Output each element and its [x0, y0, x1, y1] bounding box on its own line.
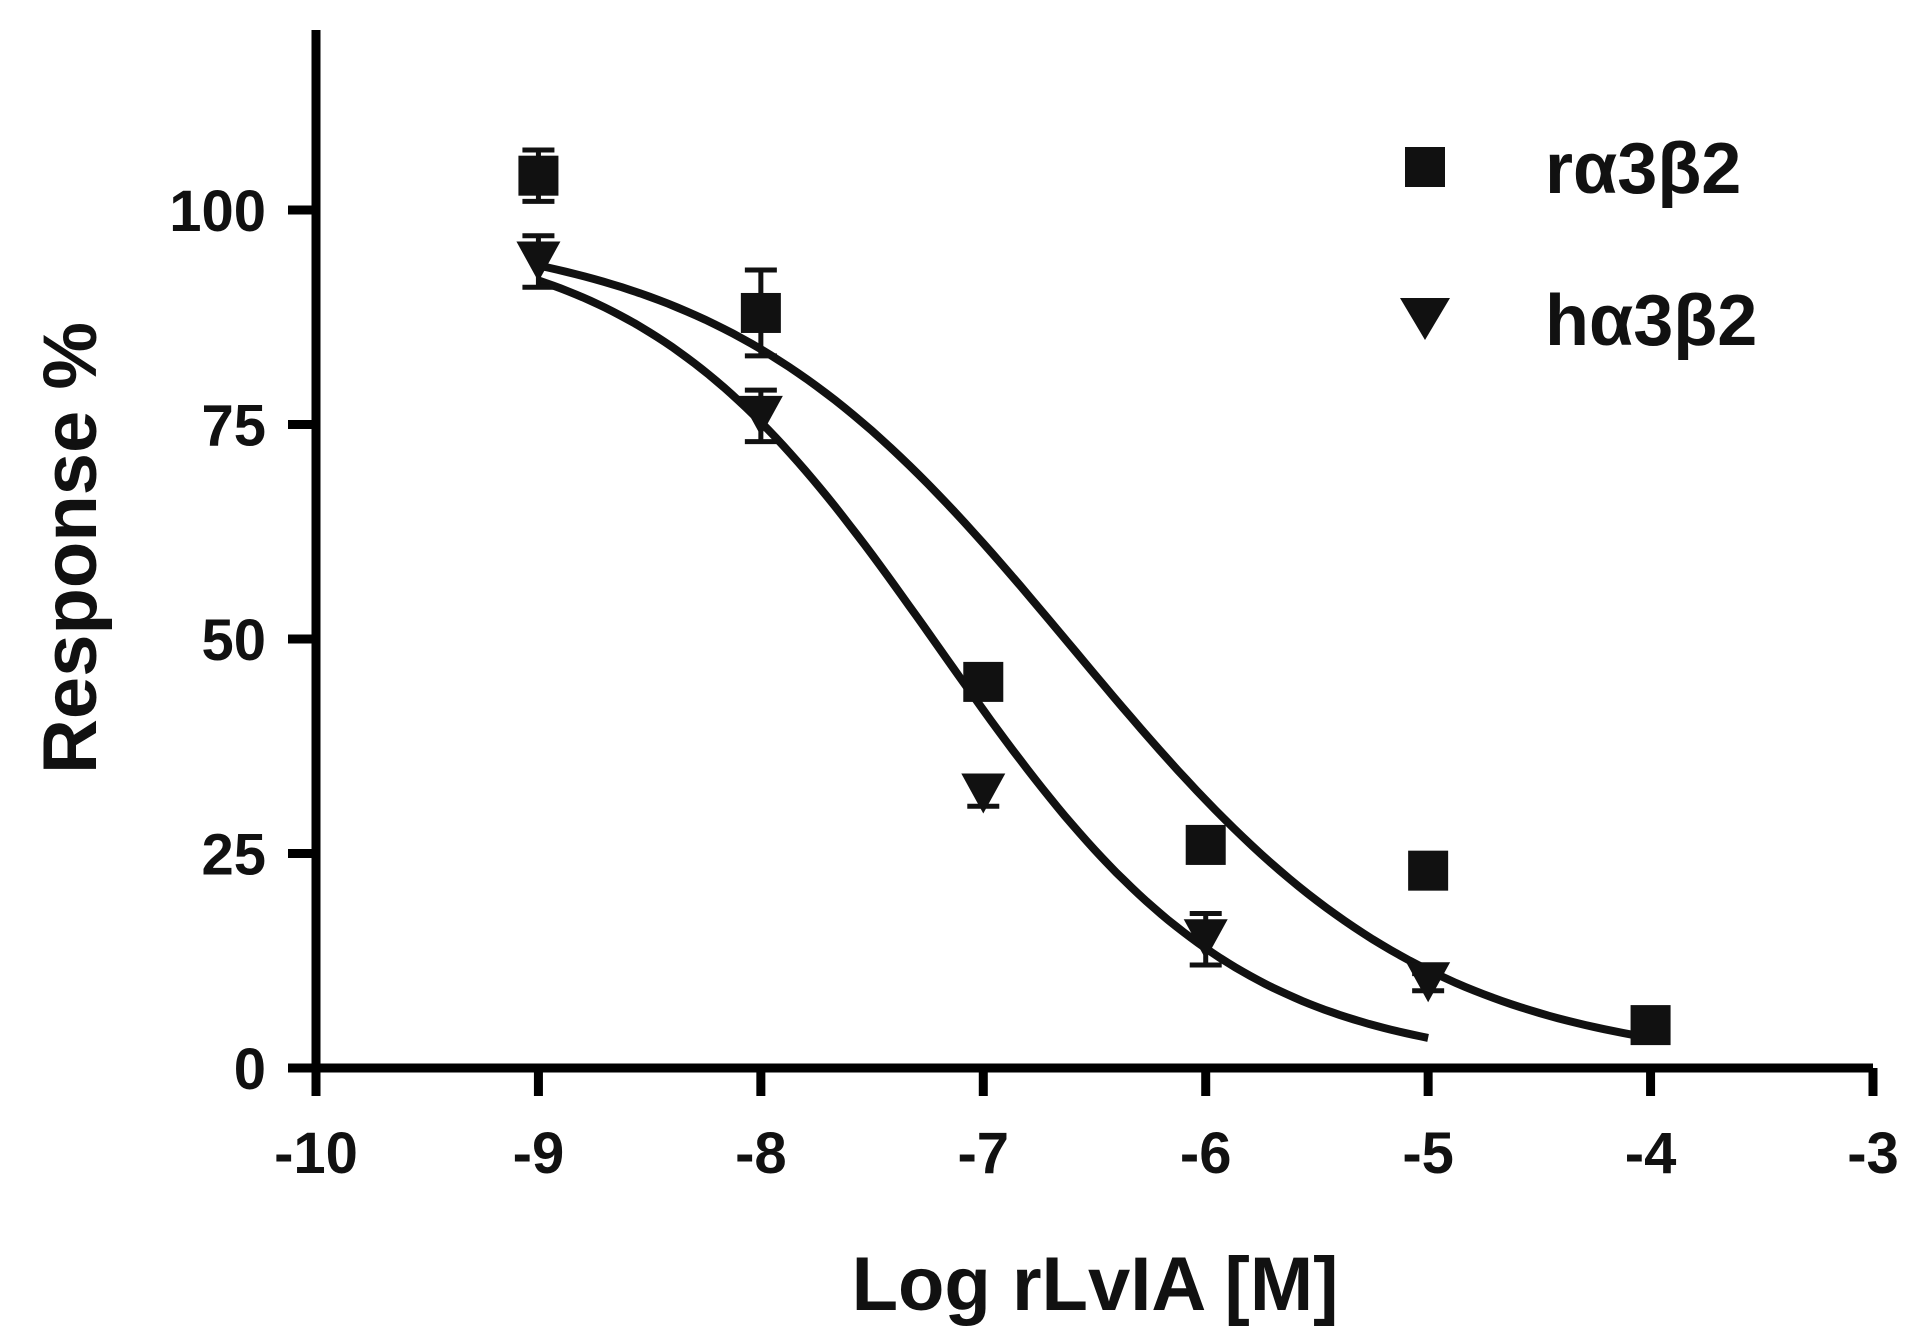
- y-tick-label: 75: [201, 394, 266, 459]
- legend-label-ha3b2: hα3β2: [1545, 281, 1757, 361]
- point-square: [740, 292, 781, 333]
- x-ticks: -10 -9 -8 -7 -6 -5 -4 -3: [274, 1068, 1899, 1186]
- x-axis-title: Log rLvIA [M]: [852, 1242, 1339, 1327]
- x-tick-label: -3: [1847, 1121, 1899, 1186]
- point-square: [1408, 850, 1449, 891]
- y-tick-label: 0: [234, 1037, 266, 1102]
- fit-curves: [537, 261, 1652, 1042]
- data-points: [516, 155, 1671, 1046]
- point-triangle: [1183, 919, 1228, 960]
- point-square: [518, 155, 559, 196]
- point-square: [1185, 824, 1226, 865]
- point-triangle: [1406, 962, 1451, 1003]
- error-bars: [522, 147, 1667, 1037]
- x-tick-label: -5: [1402, 1121, 1454, 1186]
- plot-area: 0 25 50 75 100 -10 -9 -8 -7 -6 -5 -4 -3: [169, 30, 1899, 1186]
- y-tick-label: 25: [201, 823, 266, 888]
- legend-label-ra3b2: rα3β2: [1545, 129, 1741, 209]
- y-axis-title: Response %: [28, 322, 113, 774]
- legend-marker-triangle: [1400, 298, 1450, 340]
- x-tick-label: -8: [735, 1121, 787, 1186]
- y-tick-label: 50: [201, 608, 266, 673]
- x-tick-label: -7: [957, 1121, 1009, 1186]
- y-tick-label: 100: [169, 179, 266, 244]
- fit-curve-1: [537, 276, 1429, 1042]
- legend-marker-square: [1405, 147, 1445, 187]
- fit-curve-0: [537, 261, 1652, 1042]
- x-tick-label: -6: [1180, 1121, 1232, 1186]
- point-square: [1630, 1005, 1671, 1046]
- point-triangle: [961, 773, 1006, 814]
- point-square: [963, 661, 1004, 702]
- legend: rα3β2 hα3β2: [1400, 129, 1757, 361]
- point-triangle: [516, 241, 561, 282]
- x-tick-label: -9: [513, 1121, 565, 1186]
- x-tick-label: -10: [274, 1121, 358, 1186]
- y-ticks: 0 25 50 75 100: [169, 179, 316, 1102]
- x-tick-label: -4: [1625, 1121, 1677, 1186]
- point-triangle: [738, 395, 783, 436]
